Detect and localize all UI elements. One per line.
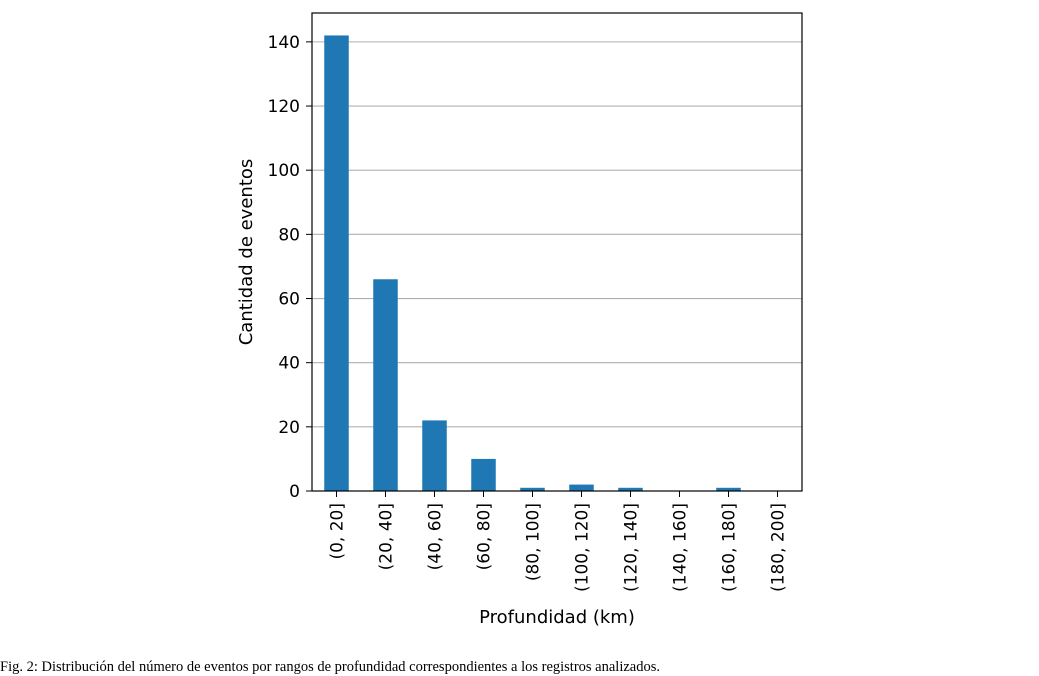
- y-tick-label: 120: [268, 97, 300, 117]
- plot-frame: [311, 12, 803, 492]
- bar: [373, 279, 398, 491]
- x-tick-label: (160, 180]: [720, 503, 740, 592]
- y-axis-ticks: 0 20 40 60 80 100 120 140: [268, 33, 312, 502]
- x-tick-label: (0, 20]: [328, 503, 348, 560]
- x-axis-ticks: (0, 20] (20, 40] (40, 60] (60, 80] (80, 100]…: [328, 491, 789, 592]
- x-axis-label: Profundidad (km): [479, 607, 635, 628]
- y-axis-label: Cantidad de eventos: [236, 159, 257, 346]
- x-tick-label: (80, 100]: [524, 503, 544, 581]
- x-tick-label: (100, 120]: [573, 503, 593, 592]
- y-tick-label: 0: [289, 482, 300, 502]
- figure-caption: Fig. 2: Distribución del número de event…: [0, 659, 660, 675]
- x-tick-label: (120, 140]: [622, 503, 642, 592]
- x-tick-label: (20, 40]: [377, 503, 397, 570]
- y-tick-label: 40: [278, 354, 300, 374]
- bar: [422, 420, 447, 491]
- y-tick-label: 20: [278, 418, 300, 438]
- y-tick-label: 80: [278, 225, 300, 245]
- x-tick-label: (40, 60]: [426, 503, 446, 570]
- bar: [471, 458, 496, 491]
- x-tick-label: (140, 160]: [671, 503, 691, 592]
- y-tick-label: 140: [268, 33, 300, 53]
- bar: [569, 484, 594, 491]
- bars: [324, 35, 741, 492]
- y-tick-label: 60: [278, 290, 300, 310]
- bar: [520, 487, 545, 491]
- x-tick-label: (60, 80]: [475, 503, 495, 570]
- x-tick-label: (180, 200]: [769, 503, 789, 592]
- bar: [618, 487, 643, 491]
- bar: [324, 35, 349, 492]
- y-tick-label: 100: [268, 161, 300, 181]
- bar: [716, 487, 741, 491]
